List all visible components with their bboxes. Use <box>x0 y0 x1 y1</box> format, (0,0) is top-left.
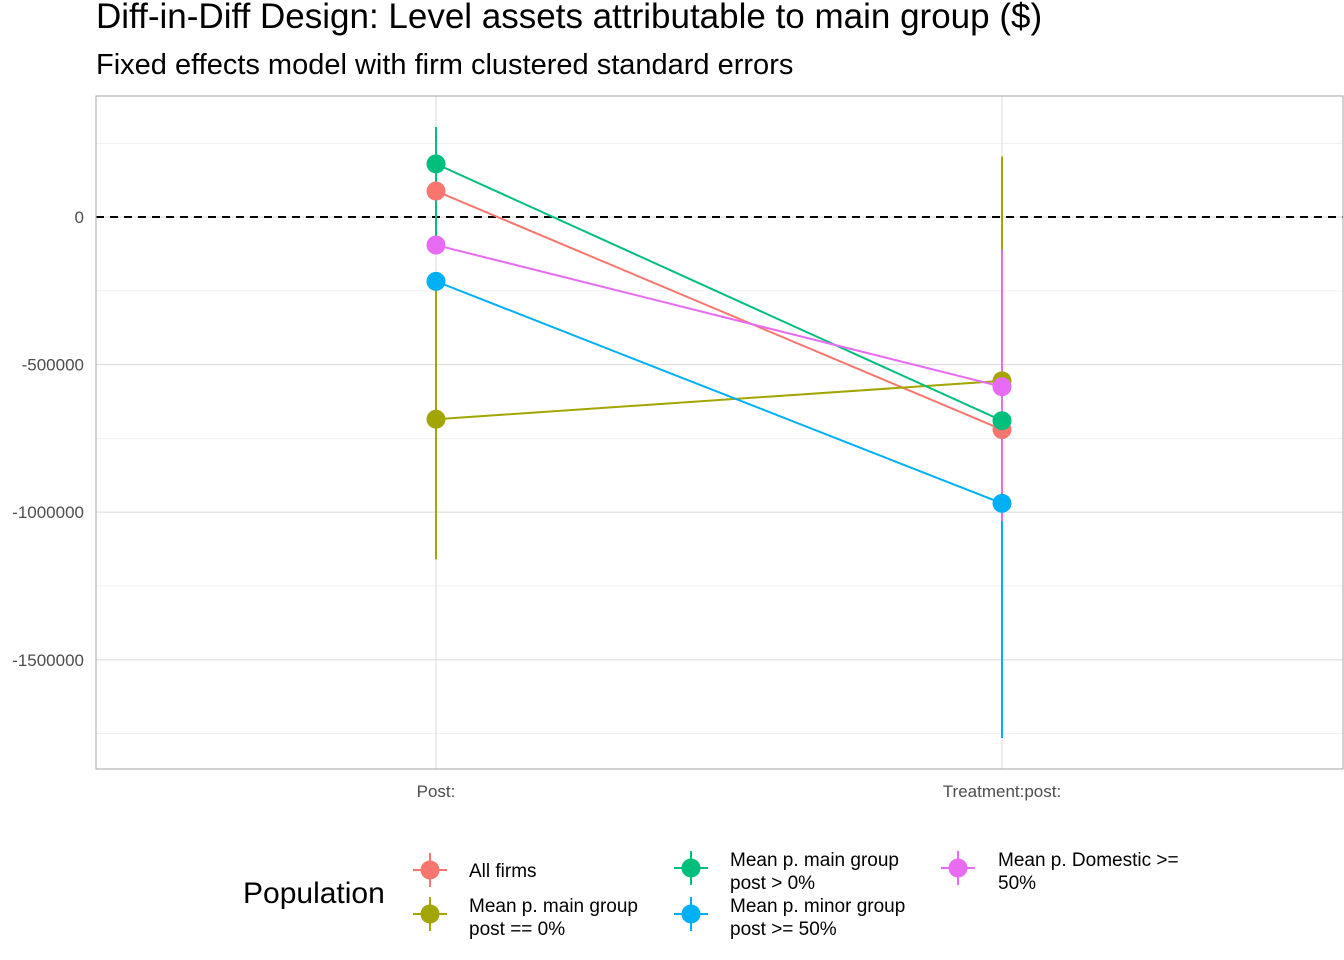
legend-item: Mean p. Domestic >= 50% <box>941 850 1179 894</box>
panel-border <box>95 95 1344 770</box>
legend-title: Population <box>243 877 385 910</box>
x-axis: Post: Treatment:post: <box>417 782 1062 801</box>
data-point <box>426 181 446 201</box>
series-line <box>435 244 1003 388</box>
y-tick-label: -1000000 <box>12 503 84 522</box>
legend-label-line: post >= 50% <box>730 919 837 940</box>
error-bars <box>435 126 1003 739</box>
series-line <box>435 280 1003 505</box>
x-tick-label: Treatment:post: <box>943 782 1061 801</box>
plot-panel <box>95 95 1344 770</box>
series-line <box>435 162 1003 422</box>
chart-title: Diff-in-Diff Design: Level assets attrib… <box>96 0 1042 36</box>
legend-label: Mean p. minor group post >= 50% <box>730 896 905 940</box>
legend-label: Mean p. main group post > 0% <box>730 850 899 894</box>
legend-label: All firms <box>469 861 537 882</box>
legend-label-line: All firms <box>469 861 537 882</box>
data-point <box>426 409 446 429</box>
series-line <box>435 190 1003 431</box>
y-tick-label: -500000 <box>22 356 84 375</box>
legend-label-line: Mean p. Domestic >= <box>998 850 1179 871</box>
legend-item: Mean p. main group post > 0% <box>674 850 899 894</box>
legend-label: Mean p. main group post == 0% <box>469 896 638 940</box>
y-tick-label: -1500000 <box>12 651 84 670</box>
legend-key-point <box>948 858 968 878</box>
data-point <box>426 235 446 255</box>
legend-item: All firms <box>413 853 537 887</box>
series-lines <box>435 162 1003 505</box>
chart-subtitle: Fixed effects model with firm clustered … <box>96 49 793 81</box>
x-tick-label: Post: <box>417 782 456 801</box>
series-line <box>435 379 1003 421</box>
legend-label-line: Mean p. minor group <box>730 896 905 917</box>
data-point <box>992 493 1012 513</box>
y-axis: 0 -500000 -1000000 -1500000 <box>12 208 84 670</box>
data-point <box>426 271 446 291</box>
data-points <box>426 154 1012 513</box>
legend-key-point <box>420 860 440 880</box>
legend-label-line: post > 0% <box>730 873 815 894</box>
legend-key-point <box>681 858 701 878</box>
legend-item: Mean p. minor group post >= 50% <box>674 896 905 940</box>
legend-label-line: post == 0% <box>469 919 565 940</box>
data-point <box>992 377 1012 397</box>
data-point <box>426 154 446 174</box>
legend-label: Mean p. Domestic >= 50% <box>998 850 1179 894</box>
legend-label-line: 50% <box>998 873 1036 894</box>
legend-label-line: Mean p. main group <box>469 896 638 917</box>
legend-key-point <box>420 904 440 924</box>
data-point <box>992 411 1012 431</box>
y-tick-label: 0 <box>75 208 84 227</box>
legend-item: Mean p. main group post == 0% <box>413 896 638 940</box>
legend-key-point <box>681 904 701 924</box>
legend-label-line: Mean p. main group <box>730 850 899 871</box>
